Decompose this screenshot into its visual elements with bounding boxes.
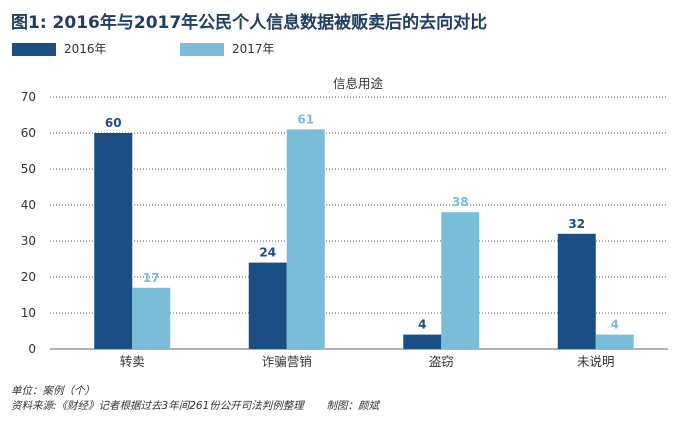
data-label: 38 bbox=[452, 195, 469, 209]
y-tick-label: 60 bbox=[21, 126, 36, 140]
bar-2016 bbox=[403, 334, 442, 349]
bar-2016 bbox=[248, 262, 287, 349]
data-label: 24 bbox=[259, 246, 276, 260]
data-label: 60 bbox=[105, 116, 122, 130]
unit-note: 单位：案例（个） bbox=[11, 385, 95, 397]
y-tick-label: 40 bbox=[21, 198, 36, 212]
data-label: 4 bbox=[611, 318, 619, 332]
source-text: 资料来源:《财经》记者根据过去3年间261份公开司法判例整理 bbox=[11, 400, 304, 412]
credit-text: 制图：颜斌 bbox=[326, 400, 379, 412]
legend-swatch-2016 bbox=[12, 43, 56, 56]
x-tick-label: 盗窃 bbox=[429, 354, 454, 369]
bar-2017 bbox=[286, 129, 325, 349]
chart-title: 图1: 2016年与2017年公民个人信息数据被贩卖后的去向对比 bbox=[11, 13, 488, 33]
bar-2016 bbox=[557, 233, 596, 349]
bar-2017 bbox=[132, 287, 171, 349]
bar-2016 bbox=[94, 133, 133, 349]
y-tick-label: 10 bbox=[21, 306, 36, 320]
x-tick-label: 未说明 bbox=[577, 354, 615, 369]
data-label: 61 bbox=[297, 112, 314, 126]
data-label: 32 bbox=[568, 217, 585, 231]
x-tick-label: 转卖 bbox=[120, 354, 145, 369]
bar-2017 bbox=[441, 212, 480, 349]
legend-swatch-2017 bbox=[180, 43, 224, 56]
data-label: 17 bbox=[143, 271, 160, 285]
y-tick-label: 20 bbox=[21, 270, 36, 284]
y-tick-label: 0 bbox=[28, 342, 36, 356]
y-tick-label: 50 bbox=[21, 162, 36, 176]
chart-subtitle: 信息用途 bbox=[333, 76, 384, 91]
x-tick-label: 诈骗营销 bbox=[262, 354, 312, 369]
legend-label-2016: 2016年 bbox=[64, 42, 107, 56]
y-tick-label: 30 bbox=[21, 234, 36, 248]
bar-2017 bbox=[595, 334, 634, 349]
bar-chart: 信息用途 0 10 20 30 40 50 60 70 60 17 转卖 24 61 诈骗营销 4 38 盗窃 32… bbox=[21, 76, 668, 369]
legend-label-2017: 2017年 bbox=[232, 42, 275, 56]
source-note: 资料来源:《财经》记者根据过去3年间261份公开司法判例整理 制图：颜斌 bbox=[11, 398, 379, 413]
data-label: 4 bbox=[418, 318, 426, 332]
y-tick-label: 70 bbox=[21, 90, 36, 104]
